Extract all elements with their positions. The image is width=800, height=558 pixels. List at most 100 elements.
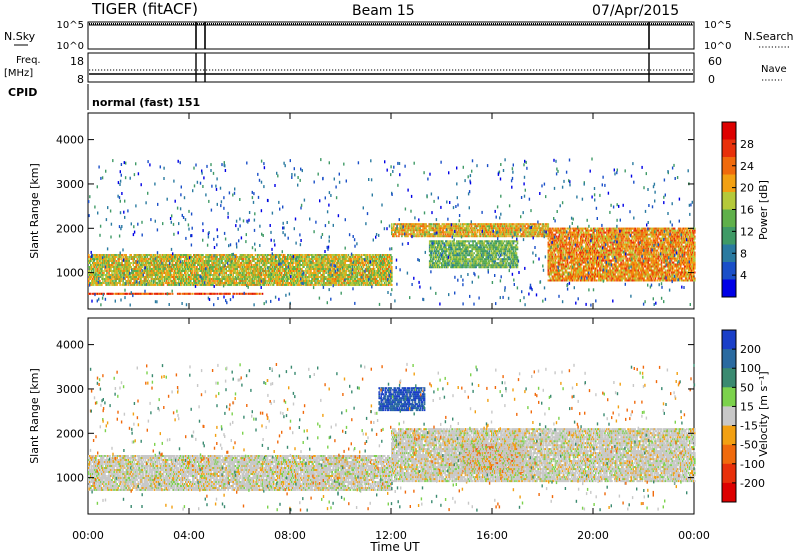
power-cell — [236, 270, 239, 272]
power-cell — [202, 258, 204, 260]
power-cell — [211, 264, 213, 266]
power-cell — [120, 254, 122, 256]
power-cell — [179, 270, 182, 272]
power-cell — [255, 282, 258, 284]
power-cell — [97, 274, 99, 276]
power-cell — [189, 280, 191, 282]
power-cell — [200, 264, 202, 266]
power-cell — [108, 270, 110, 272]
power-cell — [218, 266, 220, 268]
power-cell — [224, 256, 226, 258]
power-cell — [244, 270, 247, 272]
power-cell — [207, 280, 209, 282]
power-cell — [129, 262, 131, 264]
power-cell — [127, 260, 129, 262]
power-cell — [173, 266, 176, 268]
power-cell — [269, 260, 272, 262]
power-cell — [126, 276, 128, 278]
power-cell — [101, 292, 103, 295]
power-cell — [208, 254, 210, 256]
power-cell — [491, 223, 493, 226]
power-cell — [219, 282, 221, 284]
power-cell — [231, 256, 233, 258]
power-cell — [230, 272, 232, 274]
power-cell — [91, 274, 93, 276]
power-cell — [220, 258, 222, 260]
power-cell — [166, 270, 169, 272]
power-cell — [451, 229, 454, 232]
power-cell — [153, 274, 156, 276]
power-cell — [244, 274, 247, 276]
power-cell — [133, 256, 136, 258]
power-cell — [91, 280, 93, 282]
power-cell — [199, 264, 201, 266]
power-cell — [97, 264, 99, 266]
power-cell — [134, 256, 137, 258]
power-cell — [167, 260, 170, 262]
power-cell — [268, 276, 271, 278]
power-cell — [106, 278, 108, 280]
power-cell — [178, 264, 181, 266]
power-cell — [181, 274, 184, 276]
power-cell — [307, 262, 309, 264]
power-cell — [233, 292, 235, 295]
power-cell — [510, 233, 512, 236]
power-cell — [167, 274, 170, 276]
power-cell — [229, 278, 231, 280]
power-cell — [173, 258, 176, 260]
power-cell — [259, 280, 262, 282]
power-cell — [155, 264, 158, 266]
power-cell — [208, 282, 210, 284]
power-cell — [262, 270, 265, 272]
power-cell — [132, 264, 134, 266]
power-cell — [98, 266, 100, 268]
power-cell — [205, 262, 207, 264]
power-cell — [227, 260, 229, 262]
power-cell — [260, 274, 263, 276]
power-cell — [241, 272, 244, 274]
power-cell — [141, 260, 144, 262]
power-cell — [166, 264, 169, 266]
power-cell — [195, 292, 197, 295]
power-cell — [155, 256, 158, 258]
power-cell — [201, 256, 203, 258]
power-cell — [140, 272, 143, 274]
power-cell — [459, 225, 462, 228]
power-cell — [273, 282, 276, 284]
power-cell — [186, 258, 188, 260]
power-cell — [151, 283, 154, 286]
power-cell — [267, 258, 270, 260]
power-cell — [127, 278, 129, 280]
power-cell — [114, 266, 116, 268]
power-cell — [101, 268, 103, 270]
nave-tick-top: 60 — [708, 55, 722, 68]
power-cell — [207, 254, 209, 256]
power-cell — [269, 276, 272, 278]
power-cell — [140, 280, 143, 282]
power-cell — [179, 278, 182, 280]
power-cell — [273, 256, 276, 258]
power-cell — [218, 282, 220, 284]
power-cell — [216, 292, 218, 295]
power-cell — [178, 268, 181, 270]
power-cell — [153, 262, 156, 264]
power-cell — [91, 260, 93, 262]
power-cell — [189, 254, 191, 256]
power-cell — [180, 276, 183, 278]
power-cell — [262, 283, 265, 286]
power-cell — [102, 280, 104, 282]
power-cell — [136, 292, 139, 295]
power-cell — [348, 274, 351, 276]
power-cell — [245, 280, 248, 282]
power-cell — [270, 258, 273, 260]
power-cell — [238, 270, 241, 272]
power-cell — [229, 283, 231, 286]
power-cell — [242, 276, 245, 278]
power-cell — [181, 262, 184, 264]
power-cell — [141, 256, 144, 258]
power-cell — [128, 264, 130, 266]
power-cell — [228, 292, 230, 295]
power-cell — [162, 262, 165, 264]
power-cell — [259, 282, 262, 284]
power-cell — [273, 254, 276, 256]
